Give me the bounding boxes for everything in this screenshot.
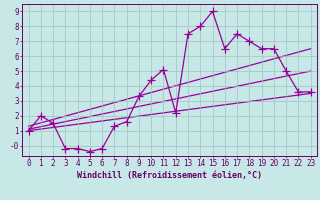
- X-axis label: Windchill (Refroidissement éolien,°C): Windchill (Refroidissement éolien,°C): [77, 171, 262, 180]
